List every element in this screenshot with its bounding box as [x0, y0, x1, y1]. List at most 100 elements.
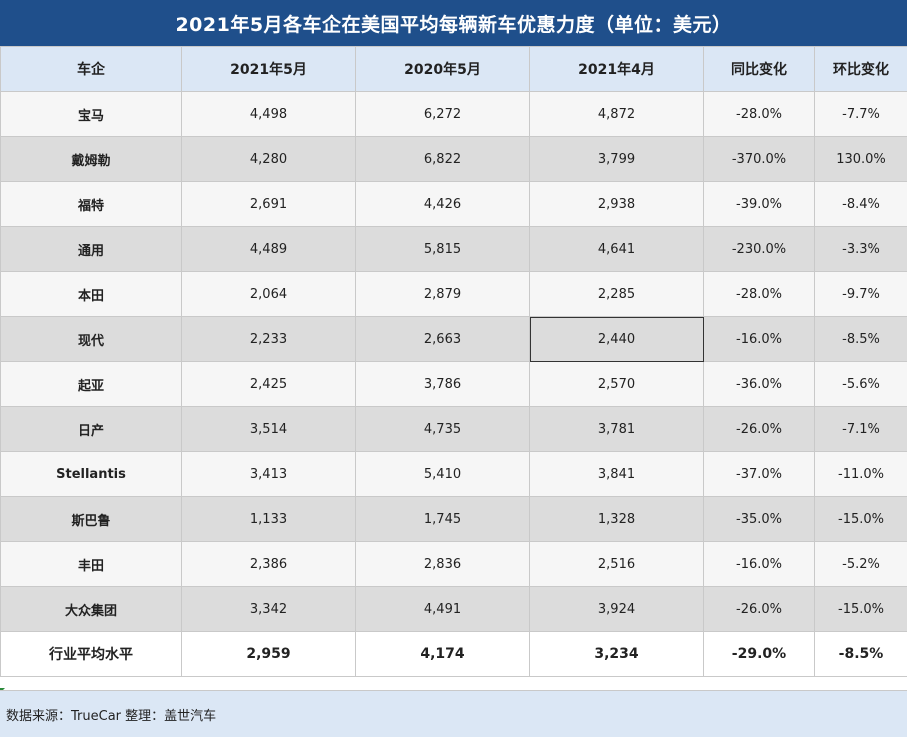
automaker-cell: 现代 [0, 316, 182, 362]
table-title: 2021年5月各车企在美国平均每辆新车优惠力度（单位：美元） [0, 0, 907, 46]
value-cell: -5.6% [814, 361, 907, 407]
value-cell: -28.0% [703, 91, 815, 137]
source-footer: 数据来源：TrueCar 整理：盖世汽车 [0, 690, 907, 737]
value-cell: 6,822 [355, 136, 530, 182]
value-cell: -16.0% [703, 541, 815, 587]
value-cell: -370.0% [703, 136, 815, 182]
header-cell-automaker: 车企 [0, 46, 182, 92]
average-value-cell: 3,234 [529, 631, 704, 677]
value-cell: -39.0% [703, 181, 815, 227]
value-cell: 3,799 [529, 136, 704, 182]
selected-cell[interactable]: 2,440 [529, 316, 704, 362]
value-cell: -37.0% [703, 451, 815, 497]
average-label-cell: 行业平均水平 [0, 631, 182, 677]
value-cell: 4,491 [355, 586, 530, 632]
average-value-cell: 4,174 [355, 631, 530, 677]
table-row: 通用 4,489 5,815 4,641 -230.0% -3.3% [0, 226, 907, 272]
value-cell: 5,410 [355, 451, 530, 497]
value-cell: -230.0% [703, 226, 815, 272]
value-cell: 4,498 [181, 91, 356, 137]
value-cell: 4,641 [529, 226, 704, 272]
table-row: 斯巴鲁 1,133 1,745 1,328 -35.0% -15.0% [0, 496, 907, 542]
value-cell: 2,836 [355, 541, 530, 587]
header-cell-yoy-change: 同比变化 [703, 46, 815, 92]
header-cell-may-2021: 2021年5月 [181, 46, 356, 92]
header-cell-may-2020: 2020年5月 [355, 46, 530, 92]
value-cell: 5,815 [355, 226, 530, 272]
value-cell: 2,285 [529, 271, 704, 317]
industry-average-row: 行业平均水平 2,959 4,174 3,234 -29.0% -8.5% [0, 631, 907, 677]
automaker-cell: 福特 [0, 181, 182, 227]
value-cell: 1,328 [529, 496, 704, 542]
value-cell: 2,064 [181, 271, 356, 317]
value-cell: -7.7% [814, 91, 907, 137]
table-row: 日产 3,514 4,735 3,781 -26.0% -7.1% [0, 406, 907, 452]
value-cell: 3,786 [355, 361, 530, 407]
value-cell: 4,872 [529, 91, 704, 137]
value-cell: -15.0% [814, 496, 907, 542]
value-cell: -16.0% [703, 316, 815, 362]
automaker-cell: 宝马 [0, 91, 182, 137]
value-cell: 4,735 [355, 406, 530, 452]
automaker-cell: 起亚 [0, 361, 182, 407]
table-row: Stellantis 3,413 5,410 3,841 -37.0% -11.… [0, 451, 907, 497]
table-row: 宝马 4,498 6,272 4,872 -28.0% -7.7% [0, 91, 907, 137]
value-cell: 2,938 [529, 181, 704, 227]
value-cell: 4,280 [181, 136, 356, 182]
average-value-cell: -8.5% [814, 631, 907, 677]
table-row: 起亚 2,425 3,786 2,570 -36.0% -5.6% [0, 361, 907, 407]
value-cell: -3.3% [814, 226, 907, 272]
table-row: 戴姆勒 4,280 6,822 3,799 -370.0% 130.0% [0, 136, 907, 182]
value-cell: 2,516 [529, 541, 704, 587]
header-row: 车企 2021年5月 2020年5月 2021年4月 同比变化 环比变化 [0, 46, 907, 92]
table-row: 丰田 2,386 2,836 2,516 -16.0% -5.2% [0, 541, 907, 587]
average-value-cell: 2,959 [181, 631, 356, 677]
value-cell: 2,570 [529, 361, 704, 407]
value-cell: 2,233 [181, 316, 356, 362]
value-cell: -28.0% [703, 271, 815, 317]
value-cell: -15.0% [814, 586, 907, 632]
value-cell: -26.0% [703, 586, 815, 632]
value-cell: 1,745 [355, 496, 530, 542]
value-cell: 3,841 [529, 451, 704, 497]
value-cell: -11.0% [814, 451, 907, 497]
automaker-cell: Stellantis [0, 451, 182, 497]
value-cell: -8.4% [814, 181, 907, 227]
value-cell: 2,425 [181, 361, 356, 407]
automaker-cell: 日产 [0, 406, 182, 452]
value-cell: 1,133 [181, 496, 356, 542]
table-row: 现代 2,233 2,663 2,440 -16.0% -8.5% [0, 316, 907, 362]
header-cell-mom-change: 环比变化 [814, 46, 907, 92]
automaker-cell: 戴姆勒 [0, 136, 182, 182]
value-cell: 2,879 [355, 271, 530, 317]
value-cell: 3,413 [181, 451, 356, 497]
automaker-cell: 丰田 [0, 541, 182, 587]
value-cell: 4,489 [181, 226, 356, 272]
value-cell: 3,924 [529, 586, 704, 632]
value-cell: -26.0% [703, 406, 815, 452]
value-cell: 4,426 [355, 181, 530, 227]
automaker-cell: 斯巴鲁 [0, 496, 182, 542]
value-cell: 6,272 [355, 91, 530, 137]
value-cell: 3,514 [181, 406, 356, 452]
value-cell: 2,386 [181, 541, 356, 587]
automaker-cell: 本田 [0, 271, 182, 317]
incentive-table: 车企 2021年5月 2020年5月 2021年4月 同比变化 环比变化 宝马 … [0, 46, 907, 677]
average-value-cell: -29.0% [703, 631, 815, 677]
value-cell: -9.7% [814, 271, 907, 317]
header-cell-apr-2021: 2021年4月 [529, 46, 704, 92]
value-cell: 3,781 [529, 406, 704, 452]
automaker-cell: 大众集团 [0, 586, 182, 632]
value-cell: -5.2% [814, 541, 907, 587]
table-row: 大众集团 3,342 4,491 3,924 -26.0% -15.0% [0, 586, 907, 632]
value-cell: -36.0% [703, 361, 815, 407]
automaker-cell: 通用 [0, 226, 182, 272]
value-cell: -7.1% [814, 406, 907, 452]
value-cell: 2,663 [355, 316, 530, 362]
value-cell: 2,691 [181, 181, 356, 227]
value-cell: 130.0% [814, 136, 907, 182]
value-cell: -35.0% [703, 496, 815, 542]
table-row: 本田 2,064 2,879 2,285 -28.0% -9.7% [0, 271, 907, 317]
value-cell: -8.5% [814, 316, 907, 362]
